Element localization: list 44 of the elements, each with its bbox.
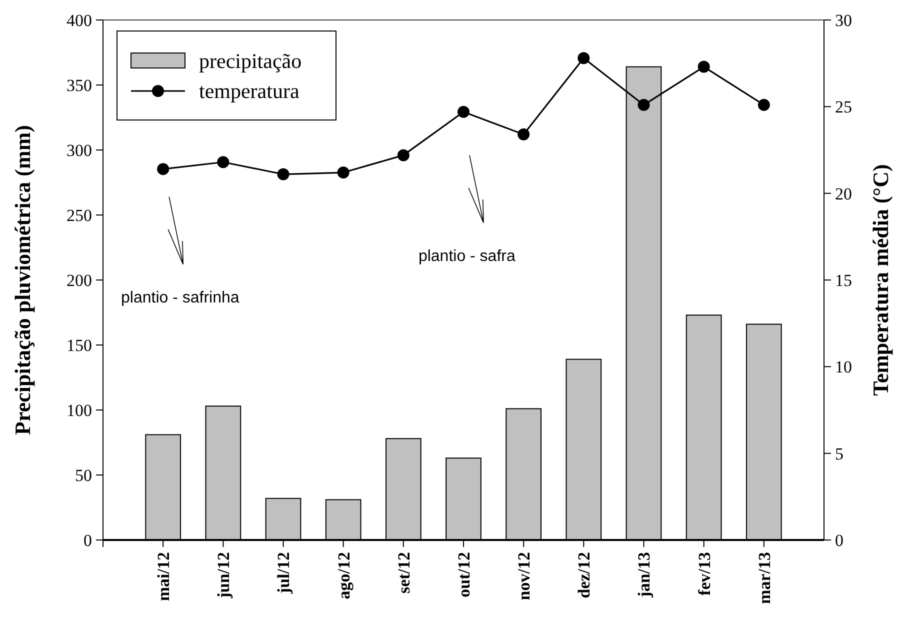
legend-label: precipitação: [199, 49, 302, 73]
point: [518, 128, 530, 140]
x-tick-label: set/12: [394, 552, 414, 594]
x-tick-label: dez/12: [574, 552, 594, 598]
y2-tick-label: 20: [835, 184, 852, 204]
y2-tick-label: 0: [835, 530, 844, 550]
x-tick-label: mai/12: [154, 552, 174, 602]
y-tick-label: 350: [66, 76, 92, 95]
x-tick-label: jan/13: [634, 552, 654, 598]
point: [638, 98, 650, 111]
legend-label: temperatura: [199, 79, 300, 103]
x-tick-label: jun/12: [214, 552, 234, 600]
y-tick-label: 150: [66, 336, 92, 355]
x-tick-label: mar/13: [754, 552, 774, 604]
point: [397, 149, 410, 162]
y-tick-label: 300: [66, 140, 92, 160]
y2-axis-title: Temperatura média (°C): [868, 164, 893, 396]
point: [758, 98, 770, 111]
x-tick-label: out/12: [454, 552, 474, 598]
point: [578, 52, 590, 64]
y2-tick-label: 15: [835, 270, 852, 290]
y-tick-label: 400: [66, 10, 92, 30]
point: [698, 60, 710, 73]
point: [458, 106, 470, 118]
y-tick-label: 100: [66, 400, 92, 420]
y-tick-label: 200: [66, 270, 92, 290]
point: [157, 163, 170, 176]
point: [217, 156, 230, 168]
y-axis-title: Precipitação pluviométrica (mm): [10, 125, 35, 435]
annotation: plantio - safra: [418, 248, 516, 265]
y2-tick-label: 5: [835, 444, 844, 464]
y-tick-label: 0: [84, 530, 92, 550]
x-tick-label: ago/12: [334, 552, 354, 600]
annotation: plantio - safrinha: [121, 289, 240, 306]
y2-tick-label: 10: [835, 358, 852, 377]
point: [277, 168, 290, 180]
point: [337, 166, 350, 179]
x-tick-label: jul/12: [274, 552, 294, 595]
y2-tick-label: 30: [835, 10, 852, 30]
x-tick-label: nov/12: [514, 552, 534, 600]
y-tick-label: 50: [75, 466, 92, 485]
x-tick-label: fev/13: [694, 552, 714, 596]
y2-tick-label: 25: [835, 98, 852, 117]
y-tick-label: 250: [66, 206, 92, 225]
